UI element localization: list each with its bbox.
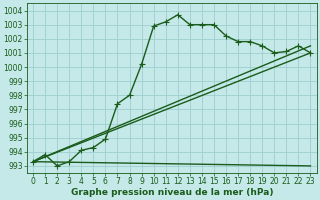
X-axis label: Graphe pression niveau de la mer (hPa): Graphe pression niveau de la mer (hPa) bbox=[70, 188, 273, 197]
